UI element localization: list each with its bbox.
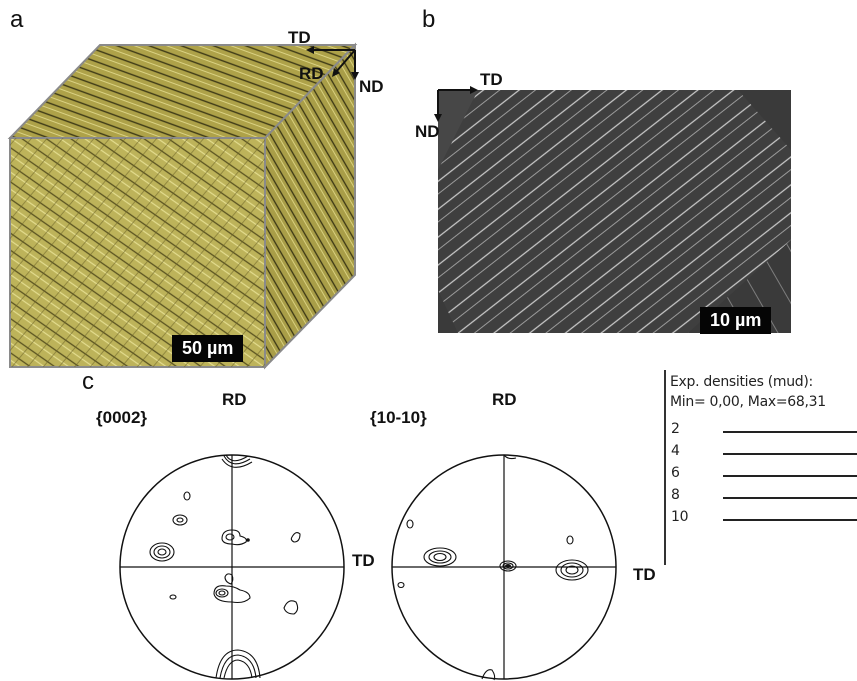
legend-line xyxy=(723,519,857,521)
legend-level-2: 2 xyxy=(671,421,680,437)
legend-level-8: 8 xyxy=(671,487,680,503)
legend-levels: 2 4 6 8 10 xyxy=(671,420,857,530)
axis-nd-a: ND xyxy=(359,77,384,96)
legend-rule xyxy=(664,370,666,565)
legend-line xyxy=(723,497,857,499)
axis-td-a: TD xyxy=(288,28,311,47)
micrograph-cube xyxy=(7,42,359,370)
legend-line xyxy=(723,475,857,477)
pole-figures xyxy=(119,454,617,681)
legend-line xyxy=(723,431,857,433)
axis-td-b: TD xyxy=(480,70,503,89)
panel-a-letter: a xyxy=(10,6,24,33)
sem-micrograph xyxy=(438,90,791,333)
panel-b-letter: b xyxy=(422,6,436,33)
axes-triad-b xyxy=(434,86,478,122)
pole-figure-10-10 xyxy=(391,454,617,681)
scale-bar-a: 50 µm xyxy=(172,335,244,362)
legend-line xyxy=(723,453,857,455)
pole-figure-0002 xyxy=(119,454,345,680)
pole-figure-1-plane: {0002} xyxy=(96,408,148,427)
legend-level-4: 4 xyxy=(671,443,680,459)
legend-level-10: 10 xyxy=(671,509,689,525)
axis-rd-a: RD xyxy=(299,64,324,83)
axis-nd-b: ND xyxy=(415,122,440,141)
pole-figure-1-td: TD xyxy=(352,551,375,570)
pole-figure-2-plane: {10-10} xyxy=(370,408,427,427)
scale-bar-b: 10 µm xyxy=(700,307,772,334)
panel-c-letter: c xyxy=(82,368,94,395)
pole-figure-2-td: TD xyxy=(633,565,656,584)
axes-triad-a xyxy=(306,46,359,80)
pole-figure-1-rd: RD xyxy=(222,390,247,409)
legend-title: Exp. densities (mud): xyxy=(670,374,813,390)
legend-level-6: 6 xyxy=(671,465,680,481)
legend-range: Min= 0,00, Max=68,31 xyxy=(670,394,826,410)
pole-figure-2-rd: RD xyxy=(492,390,517,409)
